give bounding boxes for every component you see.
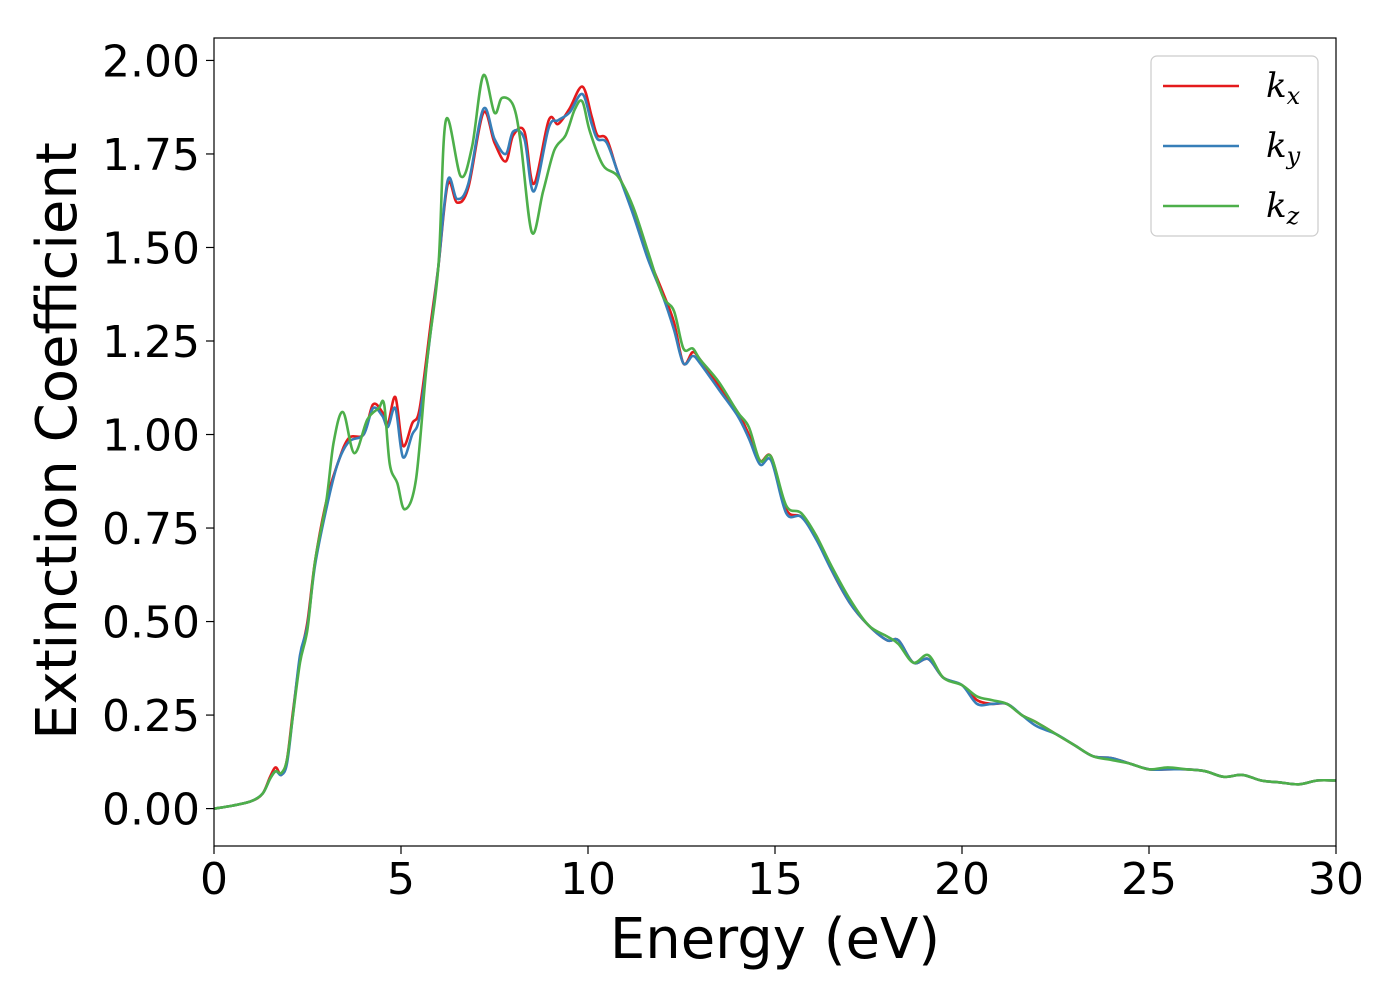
legend-subscript: y — [1286, 142, 1301, 170]
legend-subscript: x — [1287, 82, 1301, 110]
x-axis-ticks: 0 5 10 15 20 25 30 — [200, 846, 1364, 905]
y-tick-label: 2.00 — [102, 36, 200, 87]
x-axis-label: Energy (eV) — [610, 907, 940, 972]
x-tick-label: 5 — [387, 854, 415, 905]
x-tick-label: 0 — [200, 854, 228, 905]
y-axis-label: Extinction Coefficient — [25, 142, 90, 740]
y-axis-ticks: 0.00 0.25 0.50 0.75 1.00 1.25 1.50 1.75 2.00 — [102, 36, 214, 836]
x-tick-label: 30 — [1308, 854, 1364, 905]
x-tick-label: 10 — [560, 854, 616, 905]
y-tick-label: 0.50 — [102, 598, 200, 649]
series-line-kz — [213, 73, 1337, 810]
y-tick-label: 0.25 — [102, 691, 200, 742]
series-layer — [213, 73, 1337, 810]
y-tick-label: 0.75 — [102, 504, 200, 555]
y-tick-label: 1.25 — [102, 317, 200, 368]
y-tick-label: 1.75 — [102, 130, 200, 181]
y-tick-label: 1.50 — [102, 223, 200, 274]
y-tick-label: 0.00 — [102, 785, 200, 836]
legend-subscript: z — [1286, 202, 1300, 230]
x-tick-label: 25 — [1121, 854, 1177, 905]
y-tick-label: 1.00 — [102, 411, 200, 462]
x-tick-label: 15 — [747, 854, 803, 905]
x-tick-label: 20 — [934, 854, 990, 905]
